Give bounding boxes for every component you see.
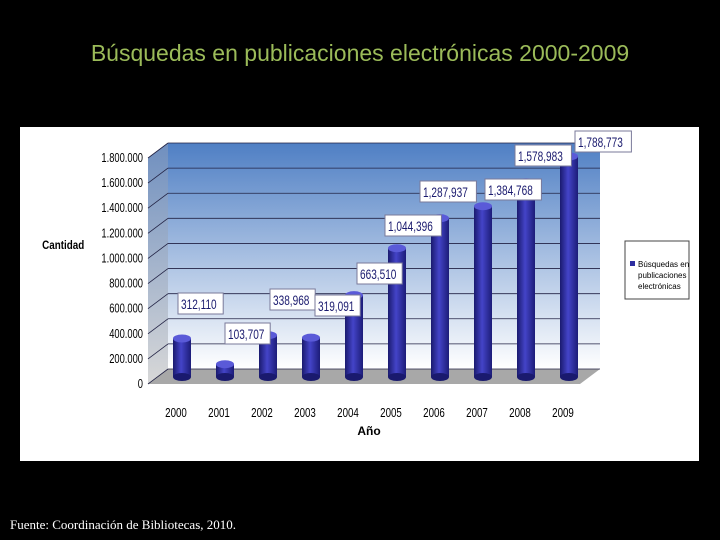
svg-text:663,510: 663,510 [360, 266, 397, 282]
bar-2008 [517, 178, 535, 381]
y-tick-label: 800.000 [109, 277, 143, 291]
x-tick-label: 2001 [208, 407, 230, 421]
svg-text:338,968: 338,968 [273, 292, 310, 308]
y-tick-label: 1.200.000 [101, 227, 143, 241]
x-tick-label: 2009 [552, 407, 574, 421]
y-tick-label: 600.000 [109, 302, 143, 316]
data-label: 319,091 [314, 294, 361, 317]
y-tick-label: 1.600.000 [101, 177, 143, 191]
gridline-side [147, 318, 169, 335]
bar-2001 [216, 360, 234, 381]
bar-chart: 0 200.000 400.000 600.000 800.000 1.000.000 1.… [42, 130, 690, 438]
bar-2006 [431, 214, 449, 381]
bar-2009 [560, 152, 578, 381]
y-tick-label: 1.400.000 [101, 202, 143, 216]
x-axis-ticks: 2000 2001 2002 2003 2004 2005 2006 2007 2008 2009 [165, 407, 574, 421]
data-label: 1,287,937 [419, 180, 477, 203]
data-label: 1,578,983 [514, 144, 572, 167]
x-tick-label: 2006 [423, 407, 445, 421]
svg-text:312,110: 312,110 [181, 296, 217, 312]
gridline-side [147, 167, 169, 184]
gridline-side [147, 192, 169, 209]
y-tick-label: 200.000 [109, 353, 143, 367]
data-label: 1,788,773 [574, 130, 632, 153]
data-label: 338,968 [269, 288, 316, 311]
x-tick-label: 2000 [165, 407, 187, 421]
data-label: 1,384,768 [484, 178, 542, 201]
svg-text:1,578,983: 1,578,983 [518, 148, 563, 164]
y-tick-label: 0 [138, 378, 143, 392]
gridline-side [147, 293, 169, 309]
source-note: Fuente: Coordinación de Bibliotecas, 201… [10, 517, 237, 532]
gridline-side [147, 343, 169, 360]
side-wall [148, 143, 168, 384]
x-tick-label: 2004 [337, 407, 359, 421]
legend-box [624, 240, 690, 300]
legend: Búsquedas en publicaciones electrónicas [624, 240, 690, 300]
x-tick-label: 2007 [466, 407, 488, 421]
data-label: 103,707 [224, 322, 271, 345]
bar-2000 [173, 334, 191, 381]
y-tick-label: 1.800.000 [101, 152, 143, 166]
svg-text:1,788,773: 1,788,773 [578, 134, 623, 150]
legend-swatch [630, 261, 635, 266]
y-axis-title: Cantidad [42, 239, 84, 252]
chart-panel: 0 200.000 400.000 600.000 800.000 1.000.000 1.… [20, 127, 699, 461]
svg-text:1,384,768: 1,384,768 [488, 182, 533, 198]
svg-text:319,091: 319,091 [318, 298, 355, 314]
x-axis-title: Año [357, 424, 380, 438]
bar-2003 [302, 333, 320, 381]
data-labels: 312,110 103,707 338,968 319,091 663,510 1,044… [177, 130, 632, 345]
gridline-side [147, 243, 169, 259]
y-axis-ticks: 0 200.000 400.000 600.000 800.000 1.000.000 1.… [101, 152, 143, 392]
gridline-side [147, 142, 169, 159]
x-tick-label: 2008 [509, 407, 531, 421]
svg-text:1,287,937: 1,287,937 [423, 184, 468, 200]
data-label: 312,110 [177, 292, 224, 315]
data-label: 1,044,396 [384, 214, 442, 237]
bar-2007 [474, 202, 492, 381]
svg-text:1,044,396: 1,044,396 [388, 218, 433, 234]
gridline-side [147, 368, 169, 385]
gridline-side [147, 218, 169, 234]
svg-text:103,707: 103,707 [228, 326, 265, 342]
x-tick-label: 2002 [251, 407, 273, 421]
slide-title: Búsquedas en publicaciones electrónicas … [90, 40, 630, 66]
x-tick-label: 2003 [294, 407, 316, 421]
gridline-side [147, 268, 169, 284]
data-label: 663,510 [356, 262, 403, 285]
y-tick-label: 1.000.000 [101, 252, 143, 266]
y-tick-label: 400.000 [109, 327, 143, 341]
x-tick-label: 2005 [380, 407, 402, 421]
legend-entry: Búsquedas en publicaciones electrónicas [638, 260, 689, 291]
